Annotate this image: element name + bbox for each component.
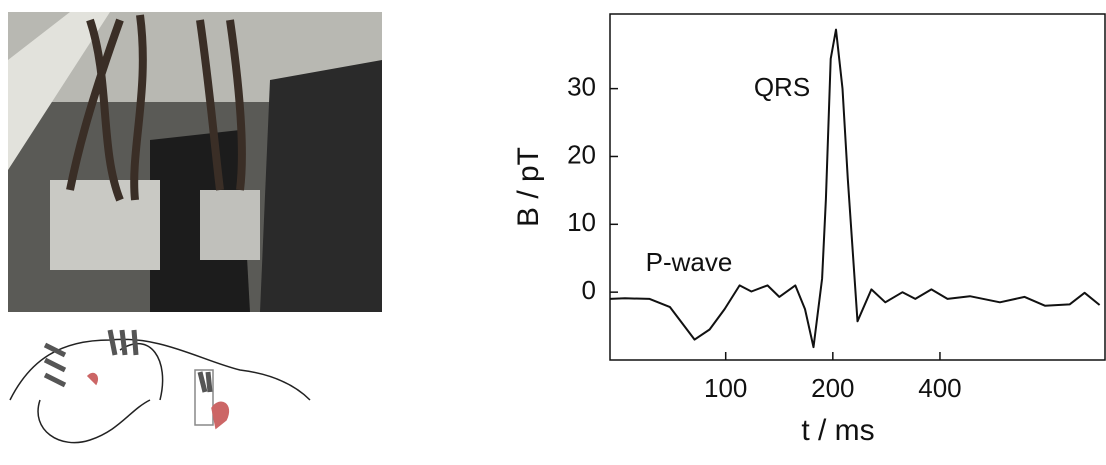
annotation: P-wave — [646, 247, 733, 277]
illustration — [9, 329, 311, 444]
photo — [8, 12, 382, 312]
plot-frame — [609, 13, 1106, 361]
y-tick-label: 10 — [567, 207, 596, 237]
y-axis-label: B / pT — [512, 147, 545, 227]
waveform-line — [609, 28, 1101, 349]
y-tick-label: 0 — [582, 275, 596, 305]
x-axis-label: t / ms — [801, 414, 874, 447]
y-tick-label: 30 — [567, 72, 596, 102]
x-tick-label: 400 — [918, 373, 961, 403]
annotation: QRS — [754, 72, 810, 102]
plot: 0 10 20 30 100 200 400 t / ms B / pT QRS P-wave — [512, 13, 1106, 447]
x-tick-label: 100 — [704, 373, 747, 403]
y-tick-label: 20 — [567, 139, 596, 169]
x-tick-label: 200 — [811, 373, 854, 403]
